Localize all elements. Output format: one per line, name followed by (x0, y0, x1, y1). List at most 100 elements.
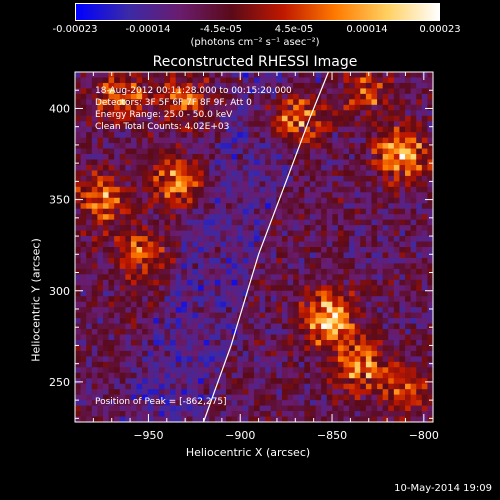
heatmap-cell (119, 175, 126, 182)
heatmap-cell (242, 290, 249, 297)
heatmap-cell (125, 400, 132, 407)
heatmap-cell (416, 329, 423, 336)
heatmap-cell (416, 416, 423, 423)
heatmap-cell (130, 290, 138, 297)
heatmap-cell (119, 252, 126, 259)
heatmap-cell (175, 307, 182, 314)
heatmap-cell (231, 312, 238, 319)
heatmap-cell (142, 170, 149, 177)
heatmap-cell (293, 77, 300, 84)
heatmap-cell (388, 230, 395, 237)
heatmap-cell (416, 121, 423, 128)
heatmap-cell (382, 170, 389, 177)
heatmap-cell (147, 164, 154, 172)
heatmap-cell (309, 241, 317, 248)
heatmap-cell (365, 148, 373, 155)
heatmap-cell (377, 143, 384, 150)
heatmap-cell (181, 208, 188, 215)
heatmap-cell (114, 82, 121, 90)
heatmap-cell (410, 181, 417, 188)
heatmap-cell (321, 301, 328, 308)
heatmap-cell (337, 88, 345, 95)
heatmap-cell (287, 290, 294, 297)
heatmap-cell (365, 356, 373, 363)
heatmap-cell (91, 400, 98, 407)
heatmap-cell (427, 301, 434, 308)
heatmap-cell (321, 214, 328, 221)
heatmap-cell (326, 72, 333, 79)
heatmap-cell (349, 378, 356, 385)
heatmap-cell (130, 329, 138, 336)
heatmap-cell (304, 307, 311, 314)
heatmap-cell (393, 197, 401, 204)
heatmap-cell (298, 268, 305, 275)
heatmap-cell (102, 339, 110, 347)
heatmap-cell (276, 345, 283, 352)
heatmap-cell (158, 143, 166, 150)
heatmap-cell (203, 137, 210, 144)
heatmap-cell (186, 241, 194, 248)
heatmap-cell (254, 88, 261, 95)
heatmap-cell (416, 312, 423, 319)
heatmap-cell (343, 93, 350, 100)
heatmap-cell (254, 208, 261, 215)
heatmap-cell (315, 154, 322, 161)
heatmap-cell (399, 247, 406, 254)
heatmap-cell (382, 192, 389, 199)
heatmap-cell (388, 400, 395, 407)
heatmap-cell (108, 318, 115, 325)
heatmap-cell (388, 82, 395, 90)
heatmap-cell (276, 82, 283, 90)
heatmap-cell (332, 383, 339, 390)
heatmap-cell (242, 170, 249, 177)
heatmap-cell (332, 104, 339, 111)
heatmap-cell (86, 121, 93, 128)
heatmap-cell (203, 307, 210, 314)
heatmap-cell (175, 339, 182, 347)
heatmap-cell (136, 247, 143, 254)
heatmap-cell (80, 339, 87, 347)
heatmap-cell (281, 104, 289, 111)
heatmap-cell (377, 383, 384, 390)
heatmap-cell (421, 192, 428, 199)
heatmap-cell (326, 312, 333, 319)
heatmap-cell (405, 301, 412, 308)
heatmap-cell (75, 274, 82, 281)
heatmap-cell (248, 236, 255, 243)
heatmap-cell (349, 389, 356, 396)
heatmap-cell (75, 219, 82, 226)
heatmap-cell (130, 197, 138, 204)
heatmap-cell (287, 236, 294, 243)
heatmap-cell (209, 93, 216, 100)
heatmap-cell (209, 148, 216, 155)
heatmap-cell (321, 186, 328, 193)
heatmap-cell (416, 88, 423, 95)
heatmap-cell (97, 175, 104, 182)
heatmap-cell (102, 378, 110, 385)
heatmap-cell (427, 400, 434, 407)
heatmap-cell (170, 132, 177, 139)
heatmap-cell (203, 219, 210, 226)
heatmap-cell (142, 274, 149, 281)
heatmap-cell (153, 148, 160, 155)
heatmap-cell (164, 208, 171, 215)
heatmap-cell (220, 279, 227, 286)
heatmap-cell (198, 104, 205, 111)
heatmap-cell (209, 170, 216, 177)
heatmap-cell (399, 285, 406, 292)
heatmap-cell (130, 274, 138, 281)
heatmap-cell (315, 274, 322, 281)
heatmap-cell (326, 88, 333, 95)
heatmap-cell (242, 416, 249, 423)
heatmap-cell (254, 219, 261, 226)
heatmap-cell (321, 318, 328, 325)
heatmap-cell (270, 339, 277, 347)
heatmap-cell (153, 339, 160, 347)
heatmap-cell (343, 230, 350, 237)
heatmap-cell (410, 110, 417, 117)
heatmap-cell (102, 411, 110, 418)
heatmap-cell (203, 126, 210, 133)
heatmap-cell (326, 197, 333, 204)
heatmap-cell (332, 323, 339, 330)
heatmap-cell (388, 334, 395, 341)
